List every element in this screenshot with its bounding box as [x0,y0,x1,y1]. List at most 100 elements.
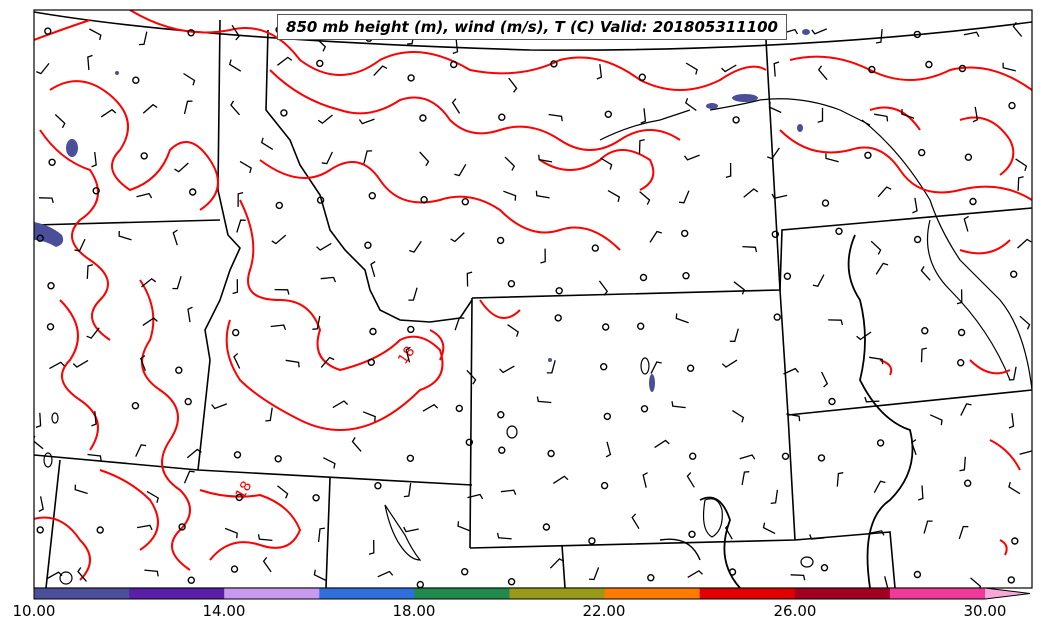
wind-barb [869,356,884,365]
wind-barb [187,306,193,323]
wind-barb [856,331,872,341]
lake-outlines [43,357,814,585]
colorbar-tick-30: 30.00 [963,602,1007,620]
calm-wind-circle [602,323,610,331]
calm-wind-circle [925,60,933,69]
calm-wind-circle [44,27,52,35]
calm-wind-circle [461,197,469,206]
calm-wind-circle [235,493,244,502]
calm-wind-circle [913,570,922,579]
calm-wind-circle [868,65,876,74]
wind-barb [141,277,157,288]
wind-barb [38,197,54,204]
calm-wind-circle [864,151,872,160]
calm-wind-circle [496,236,505,245]
wind-barb [683,154,700,161]
wind-barb [1008,481,1021,495]
wind-barb [317,527,326,542]
wind-barb [274,288,290,295]
wind-barb [783,367,799,375]
calm-wind-circle [681,229,689,238]
wind-barb [836,472,844,487]
wind-barb [956,289,963,305]
wind-barb [211,403,228,410]
calm-wind-circle [178,523,186,531]
wind-barb [917,485,924,501]
calm-wind-circle [132,76,140,84]
wind-barb [260,137,274,150]
wind-barb [422,403,439,412]
colorbar-segment [794,588,891,599]
calm-wind-circle [964,153,973,161]
wind-barb [46,571,63,580]
wind-barb [901,109,915,119]
wind-barb [638,138,645,154]
calm-wind-circle [416,580,424,588]
wind-barb [368,539,375,555]
wind-barb [875,29,883,44]
wind-barb [920,266,931,281]
wind-barb [312,315,321,330]
calm-wind-circle [419,114,427,122]
wind-barb [315,37,327,52]
wind-barb [138,31,148,46]
calm-wind-circle [450,60,458,69]
wind-barb [739,454,756,460]
wind-barb [77,567,87,582]
calm-wind-circle [550,60,558,68]
wind-barb [773,61,780,77]
wind-barb [811,28,828,35]
wind-barb [639,191,651,205]
wind-barb [729,328,739,342]
wind-barb [405,346,411,363]
wind-barb [912,197,918,214]
calm-wind-circle [507,280,516,288]
calm-wind-circle [781,452,790,460]
colorbar-segment [699,588,796,599]
wind-barb [546,360,556,374]
wind-barb [875,262,889,275]
wind-barb [136,192,153,199]
wind-barb [277,56,293,66]
wind-barb [403,483,412,498]
wind-barb [230,100,240,116]
wind-barb [911,439,917,456]
wind-barb [174,162,189,173]
wind-barb [183,100,193,115]
wind-barb [257,534,273,542]
calm-wind-circle [140,152,148,160]
state-borders [34,11,1032,588]
wind-barb [403,526,419,533]
calm-wind-circle [407,325,415,334]
wind-barb [1019,315,1031,330]
wind-barb [496,532,512,540]
calm-wind-circle [233,451,242,459]
wind-barb [600,157,613,170]
wind-barb [87,54,93,71]
wind-barb [817,65,828,81]
wind-barb [766,147,780,160]
calm-wind-circle [835,227,843,236]
wind-barb [503,190,517,201]
wind-barb [142,103,158,114]
wind-barb [743,188,759,198]
calm-wind-circle [600,481,609,490]
calm-wind-circle [957,328,966,337]
calm-wind-circle [728,568,737,576]
wind-barb [1017,176,1024,191]
wind-barb [671,401,686,409]
calm-wind-circle [369,327,377,336]
wind-barb [466,369,477,385]
wind-barb [86,327,100,339]
calm-wind-circle [588,537,596,545]
calm-wind-circle [958,64,967,73]
wind-barb [596,64,603,80]
wind-barb [144,569,159,577]
wind-barb [320,276,337,283]
wind-barb [873,480,886,494]
wind-barb [239,160,252,174]
wind-barb [768,102,782,114]
wind-barb [1002,62,1016,72]
calm-wind-circle [47,282,55,290]
calm-wind-circle [591,244,599,252]
